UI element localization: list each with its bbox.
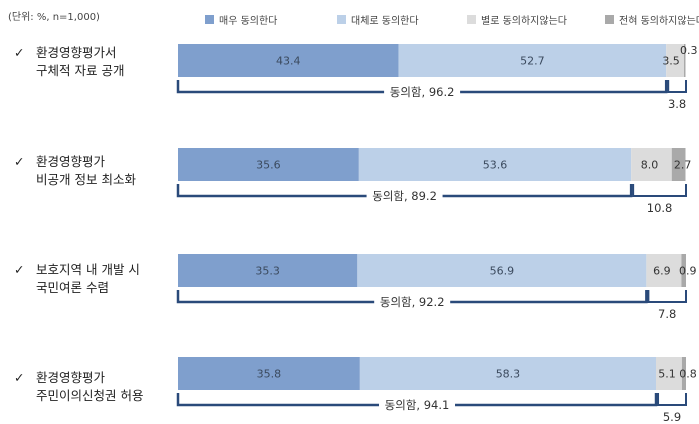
data-label: 52.7 (520, 55, 545, 68)
bar-segment (178, 44, 399, 77)
check-icon: ✓ (14, 262, 25, 277)
disagree-total-label: 3.8 (668, 97, 686, 111)
legend-item: 별로 동의하지않는다 (467, 12, 567, 27)
check-icon: ✓ (14, 370, 25, 385)
row-label-line: 환경영향평가 (36, 370, 106, 385)
disagree-bracket (657, 393, 687, 406)
legend-label: 매우 동의한다 (219, 16, 278, 27)
data-label: 3.5 (662, 55, 680, 68)
disagree-bracket (667, 80, 687, 93)
bar-segment (681, 254, 686, 287)
bar-segment (178, 148, 359, 181)
agree-label-bg (374, 294, 451, 310)
data-label: 56.9 (490, 265, 515, 278)
bar-segment (681, 357, 686, 390)
bar-segment (666, 44, 684, 77)
bar-segment (683, 44, 686, 77)
bar-segment (398, 44, 667, 77)
data-label: 2.7 (674, 159, 692, 172)
disagree-total-label: 7.8 (658, 307, 676, 321)
data-label: 35.8 (257, 368, 282, 381)
agree-total-label: 동의함, 96.2 (390, 85, 455, 99)
row-label-line: 보호지역 내 개발 시 (36, 262, 140, 277)
data-label: 6.9 (653, 265, 671, 278)
data-label: 58.3 (496, 368, 521, 381)
row-label-line: 구체적 자료 공개 (36, 63, 125, 78)
bar-segment (646, 254, 682, 287)
row-label-line: 환경영향평가 (36, 154, 106, 169)
disagree-bracket (647, 290, 687, 303)
legend-item: 대체로 동의한다 (337, 12, 419, 27)
data-label: 0.8 (679, 368, 697, 381)
legend-swatch (467, 15, 476, 24)
data-label: 0.3 (680, 44, 698, 57)
unit-note: (단위: %, n=1,000) (8, 12, 100, 23)
agree-total-label: 동의함, 92.2 (380, 295, 445, 309)
row-label-line: 국민여론 수렴 (36, 280, 109, 295)
legend: 매우 동의한다 대체로 동의한다 별로 동의하지않는다 전혀 동의하지않는다 (205, 12, 699, 28)
agree-total-label: 동의함, 89.2 (372, 189, 437, 203)
data-label: 5.1 (658, 368, 676, 381)
check-icon: ✓ (14, 154, 25, 169)
data-label: 35.6 (256, 159, 281, 172)
bar-segment (357, 254, 647, 287)
data-label: 0.9 (679, 265, 697, 278)
agree-label-bg (379, 397, 456, 413)
legend-swatch (605, 15, 614, 24)
bar-segment (631, 148, 672, 181)
disagree-total-label: 5.9 (663, 410, 681, 424)
legend-swatch (205, 15, 214, 24)
check-icon: ✓ (14, 45, 25, 60)
row-label-line: 비공개 정보 최소화 (36, 172, 136, 187)
legend-item: 매우 동의한다 (205, 12, 277, 27)
legend-item: 전혀 동의하지않는다 (605, 12, 699, 27)
data-label: 53.6 (483, 159, 508, 172)
data-label: 8.0 (641, 159, 659, 172)
legend-label: 별로 동의하지않는다 (481, 16, 567, 27)
bar-segment (671, 148, 686, 181)
agree-label-bg (366, 188, 443, 204)
agree-label-bg (384, 84, 461, 100)
agree-total-label: 동의함, 94.1 (385, 398, 450, 412)
disagree-total-label: 10.8 (647, 201, 673, 215)
disagree-bracket (632, 184, 687, 197)
row-label-line: 환경영향평가서 (36, 45, 117, 60)
row-label-line: 주민이의신청권 허용 (36, 388, 144, 403)
data-label: 35.3 (255, 265, 280, 278)
bar-segment (178, 254, 358, 287)
legend-label: 대체로 동의한다 (351, 16, 419, 27)
bar-segment (358, 148, 632, 181)
legend-swatch (337, 15, 346, 24)
bar-segment (359, 357, 657, 390)
data-label: 43.4 (276, 55, 301, 68)
bar-segment (656, 357, 682, 390)
legend-label: 전혀 동의하지않는다 (619, 16, 699, 27)
bar-segment (178, 357, 360, 390)
